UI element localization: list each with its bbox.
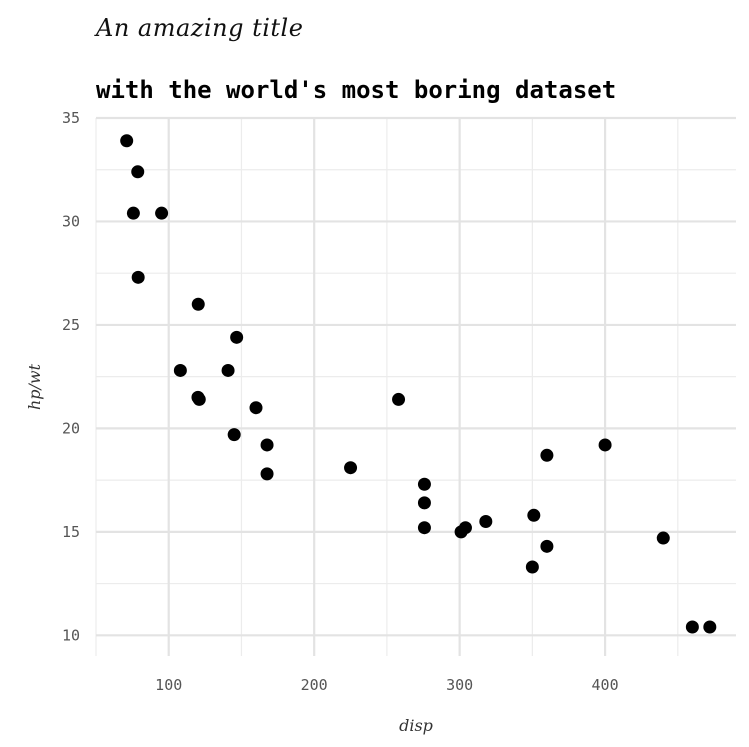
x-tick-label: 100 (155, 676, 182, 694)
data-point (525, 560, 539, 574)
data-point (598, 438, 612, 452)
data-point (173, 363, 187, 377)
data-point (260, 438, 274, 452)
data-point (685, 620, 699, 634)
data-point (230, 330, 244, 344)
data-point (392, 392, 406, 406)
data-point (479, 515, 493, 528)
x-tick-label: 300 (446, 676, 473, 694)
x-tick-label: 400 (592, 676, 619, 694)
data-point (120, 134, 134, 148)
y-tick-label: 25 (62, 316, 80, 334)
data-point (703, 620, 717, 634)
data-point (527, 508, 541, 522)
y-axis-title: hp/wt (25, 363, 44, 410)
data-point (417, 496, 431, 510)
data-point (131, 165, 145, 179)
data-point (417, 521, 431, 535)
data-point (260, 467, 274, 481)
data-point (221, 363, 235, 377)
y-tick-label: 10 (62, 626, 80, 644)
y-tick-label: 30 (62, 212, 80, 230)
y-tick-label: 35 (62, 109, 80, 127)
data-point (458, 521, 472, 535)
data-point (540, 448, 554, 462)
data-point (131, 270, 145, 284)
data-point (656, 531, 670, 545)
y-tick-label: 15 (62, 523, 80, 541)
data-point (249, 401, 263, 415)
data-point (126, 206, 140, 220)
data-point (155, 206, 169, 220)
chart-title: An amazing title (96, 14, 304, 42)
data-point (227, 428, 241, 442)
data-point (192, 392, 206, 406)
chart-subtitle: with the world's most boring dataset (96, 76, 617, 104)
data-point (540, 539, 554, 553)
data-point (417, 477, 431, 491)
x-axis-title: disp (399, 716, 433, 735)
data-point (344, 461, 358, 475)
y-tick-label: 20 (62, 419, 80, 437)
data-point (191, 297, 205, 311)
x-tick-label: 200 (301, 676, 328, 694)
